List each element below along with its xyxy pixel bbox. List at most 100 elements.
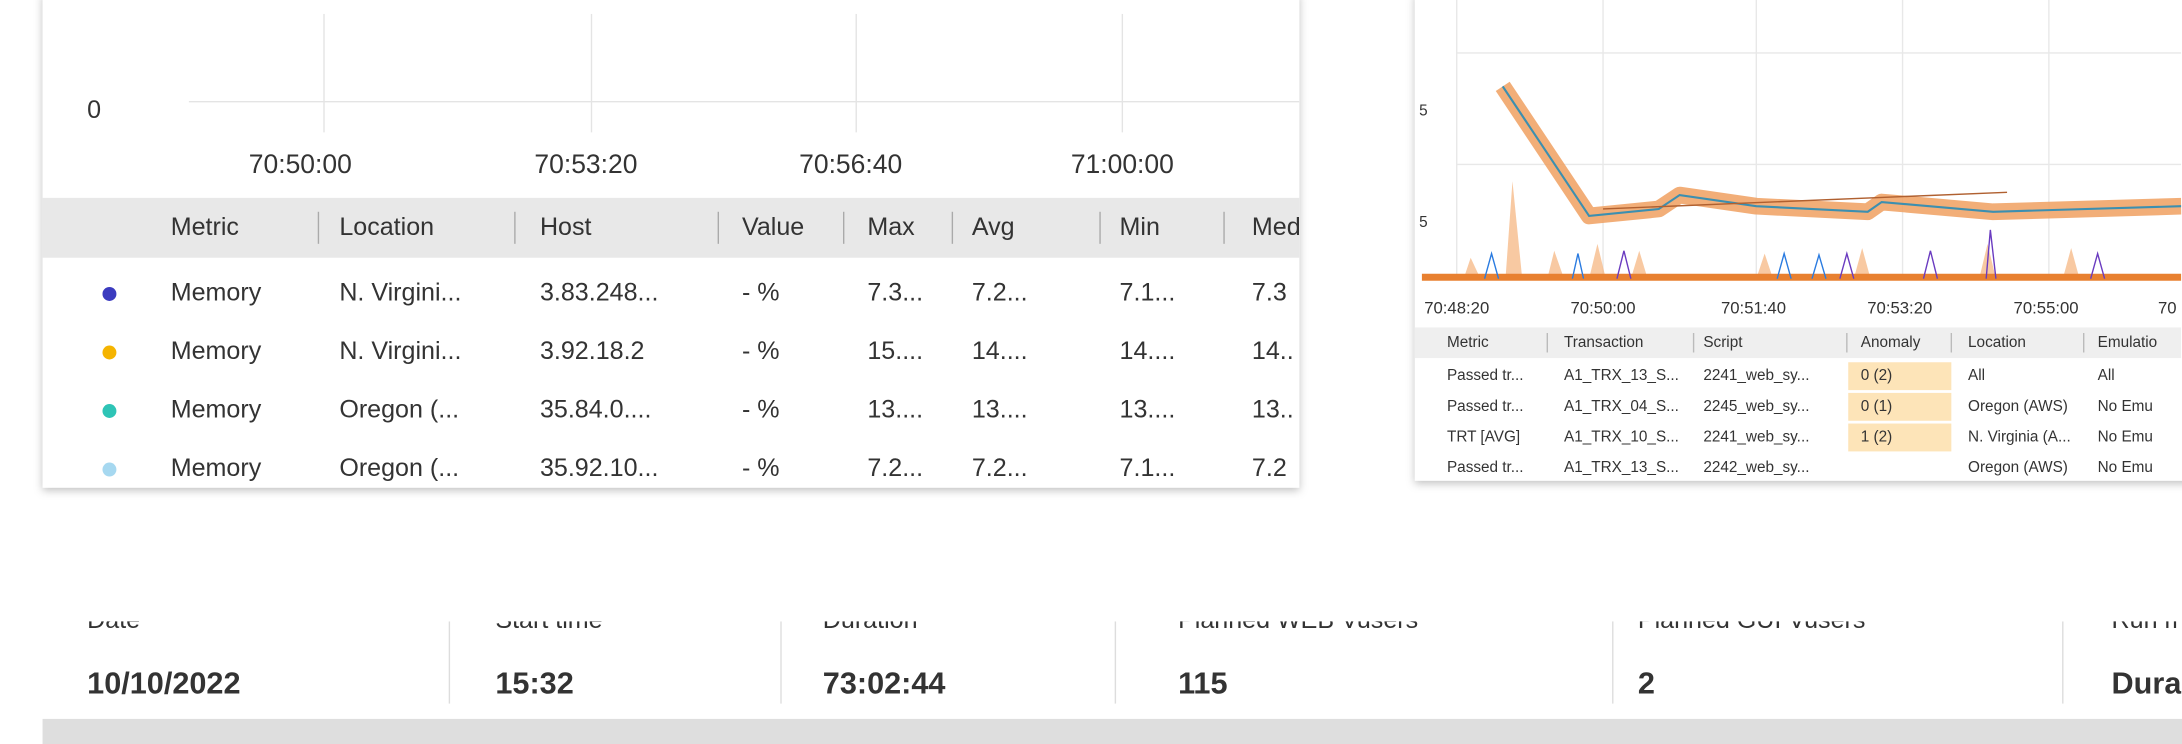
field-label: Duration (823, 606, 918, 634)
table-cell: 3.83.248... (540, 279, 658, 307)
table-cell: 7.2... (867, 454, 923, 482)
field-label: Date (87, 606, 140, 634)
column-header: Avg (972, 213, 1015, 241)
table-cell: 2241_web_sy... (1703, 429, 1809, 446)
table-cell: Passed tr... (1447, 367, 1524, 384)
table-cell: 7.1... (1120, 454, 1176, 482)
table-cell: 0 (1) (1861, 398, 1893, 415)
x-tick-label: 70:56:40 (799, 149, 902, 179)
right-grid (1456, 0, 2182, 279)
column-header: Value (742, 213, 804, 241)
column-header: Max (867, 213, 915, 241)
anomaly-cell (1848, 392, 1952, 421)
table-cell: Oregon (... (339, 396, 459, 424)
x-tick-label: 71:00:00 (1071, 149, 1174, 179)
table-cell: Memory (171, 454, 262, 482)
column-header: Min (1120, 213, 1160, 241)
table-cell: 2242_web_sy... (1703, 459, 1809, 476)
y-tick-label: 5 (1419, 214, 1428, 231)
summary: Date 10/10/2022 Start time 15:32 Duration 73:… (87, 606, 2181, 704)
anomaly-cell (1848, 362, 1952, 391)
field-value: 15:32 (495, 667, 573, 701)
column-header: Transaction (1564, 334, 1643, 351)
table-cell: N. Virginia (A... (1968, 429, 2071, 446)
right-card (1414, 0, 2182, 481)
summary-bottom (42, 718, 2182, 744)
table-header-bg (42, 197, 1300, 258)
column-header: Emulatio (2098, 334, 2158, 351)
table-cell: 7.2... (972, 279, 1028, 307)
table-cell: 13.. (1252, 396, 1294, 424)
table-cell: 7.1... (1120, 279, 1176, 307)
table-cell: 3.92.18.2 (540, 337, 645, 365)
table-cell: Passed tr... (1447, 398, 1524, 415)
table-cell: N. Virgini... (339, 279, 461, 307)
series-dot (102, 287, 117, 301)
table-cell: 14.... (972, 337, 1028, 365)
y-tick-label: 5 (1419, 103, 1428, 120)
table-cell: 35.84.0.... (540, 396, 651, 424)
table-cell: 7.2... (972, 454, 1028, 482)
x-tick-label: 70:50:00 (249, 149, 352, 179)
x-tick-label: 70:53:20 (534, 149, 637, 179)
table-cell: Memory (171, 337, 262, 365)
left-grid (188, 13, 1300, 133)
table-cell: 13.... (972, 396, 1028, 424)
table-cell: 13.... (867, 396, 923, 424)
right-panel: 5 5 70:48:20 70:50:00 70:51:40 70:53:20 70:55:… (1414, 0, 2182, 476)
table-cell: Oregon (AWS) (1968, 398, 2068, 415)
column-header: Metric (1447, 334, 1489, 351)
plot-lines (1421, 81, 2182, 281)
table-cell: All (1968, 367, 1985, 384)
column-header: Host (540, 213, 592, 241)
table-cell: 0 (2) (1861, 367, 1893, 384)
table-cell: No Emu (2098, 429, 2153, 446)
table-cell: 13.... (1120, 396, 1176, 424)
field-label: Start time (495, 606, 602, 634)
column-header: Location (1968, 334, 2026, 351)
x-tick-label: 70:53:20 (1867, 299, 1932, 318)
field-value: 10/10/2022 (87, 667, 240, 701)
series-dot (102, 345, 117, 360)
x-tick-label: 70:50:00 (1571, 299, 1636, 318)
column-header: Script (1703, 334, 1743, 351)
table-cell: All (2098, 367, 2115, 384)
table-cell: - % (742, 396, 780, 424)
series-dot (102, 462, 117, 477)
column-header: Location (339, 213, 434, 241)
table-header-bg (1414, 327, 2182, 359)
field-value: 115 (1178, 667, 1227, 701)
table-cell: 14.. (1252, 337, 1294, 365)
table-cell: N. Virgini... (339, 337, 461, 365)
column-header: Anomaly (1861, 334, 1921, 351)
table-cell: TRT [AVG] (1447, 429, 1520, 446)
x-tick-label: 70:48:20 (1424, 299, 1489, 318)
table-cell: 15.... (867, 337, 923, 365)
table-cell: Passed tr... (1447, 459, 1524, 476)
x-tick-label: 70:51:40 (1721, 299, 1786, 318)
table-cell: 7.3... (867, 279, 923, 307)
table-cell: No Emu (2098, 459, 2153, 476)
table-cell: 14.... (1120, 337, 1176, 365)
table-cell: Oregon (AWS) (1968, 459, 2068, 476)
column-header: Metric (171, 213, 239, 241)
x-tick-label: 70:55:00 (2014, 299, 2079, 318)
anomaly-cell (1848, 423, 1952, 452)
table-cell: 35.92.10... (540, 454, 658, 482)
field-value: 2 (1638, 667, 1655, 701)
table-cell: 1 (2) (1861, 429, 1893, 446)
table-cell: A1_TRX_13_S... (1564, 367, 1679, 384)
table-cell: - % (742, 337, 780, 365)
field-label: Planned GUI Vusers (1638, 606, 1866, 634)
left-panel: 0 70:50:00 70:53:20 70:56:40 71:00:00 Metric L… (42, 13, 1300, 482)
table-cell: Oregon (... (339, 454, 459, 482)
table-cell: 2245_web_sy... (1703, 398, 1809, 415)
table-cell: 7.2 (1252, 454, 1287, 482)
table-cell: No Emu (2098, 398, 2153, 415)
table-cell: A1_TRX_13_S... (1564, 459, 1679, 476)
series-dot (102, 404, 117, 418)
table-cell: A1_TRX_04_S... (1564, 398, 1679, 415)
summary-bar (42, 607, 2182, 719)
